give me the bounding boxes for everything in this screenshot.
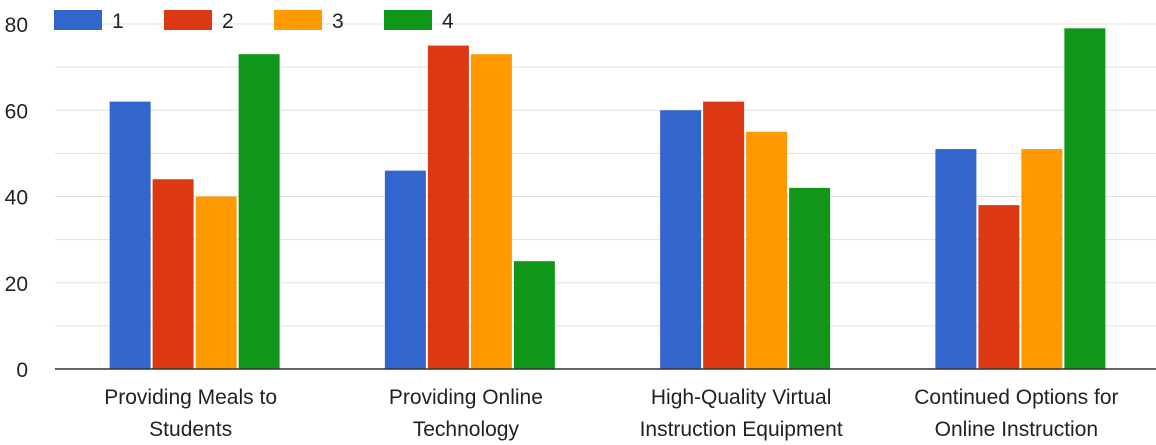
legend-swatch-2 [164, 10, 212, 30]
bar-series-4 [238, 54, 280, 369]
bar-series-4 [1064, 28, 1106, 369]
x-tick-label: Providing Meals to Students [104, 386, 277, 441]
y-tick-label: 40 [5, 187, 28, 210]
bar-series-1 [660, 110, 702, 369]
bar-series-4 [789, 187, 831, 369]
bar-series-3 [470, 54, 512, 369]
x-tick-label: High-Quality Virtual Instruction Equipmen… [640, 386, 843, 441]
y-tick-label: 60 [5, 100, 28, 123]
bar-series-2 [152, 179, 194, 369]
bar-series-3 [746, 131, 788, 369]
gridlines [55, 23, 1156, 327]
bar-series-2 [427, 45, 469, 369]
legend-label-1: 1 [112, 10, 124, 33]
legend: 1 2 3 4 [54, 10, 454, 33]
legend-label-2: 2 [222, 10, 234, 33]
x-tick-label: Providing Online Technology [389, 386, 543, 441]
bars [109, 28, 1106, 369]
y-tick-label: 80 [5, 14, 28, 37]
bar-series-4 [513, 261, 555, 369]
bar-series-1 [935, 149, 977, 369]
bar-series-3 [1021, 149, 1063, 369]
legend-label-4: 4 [442, 10, 454, 33]
bar-series-1 [109, 101, 151, 369]
bar-series-2 [703, 101, 745, 369]
legend-swatch-4 [384, 10, 432, 30]
y-tick-label: 20 [5, 273, 28, 296]
legend-label-3: 3 [332, 10, 344, 33]
bar-series-2 [978, 205, 1020, 369]
legend-swatch-1 [54, 10, 102, 30]
y-tick-label: 0 [16, 359, 28, 382]
y-axis-ticks: 0 20 40 60 80 [5, 14, 28, 382]
bar-series-1 [384, 170, 426, 369]
x-tick-label: Continued Options for Online Instruction [914, 386, 1118, 441]
bar-series-3 [195, 196, 237, 369]
x-axis-labels: Providing Meals to Students Providing Onli… [104, 386, 1118, 441]
legend-swatch-3 [274, 10, 322, 30]
